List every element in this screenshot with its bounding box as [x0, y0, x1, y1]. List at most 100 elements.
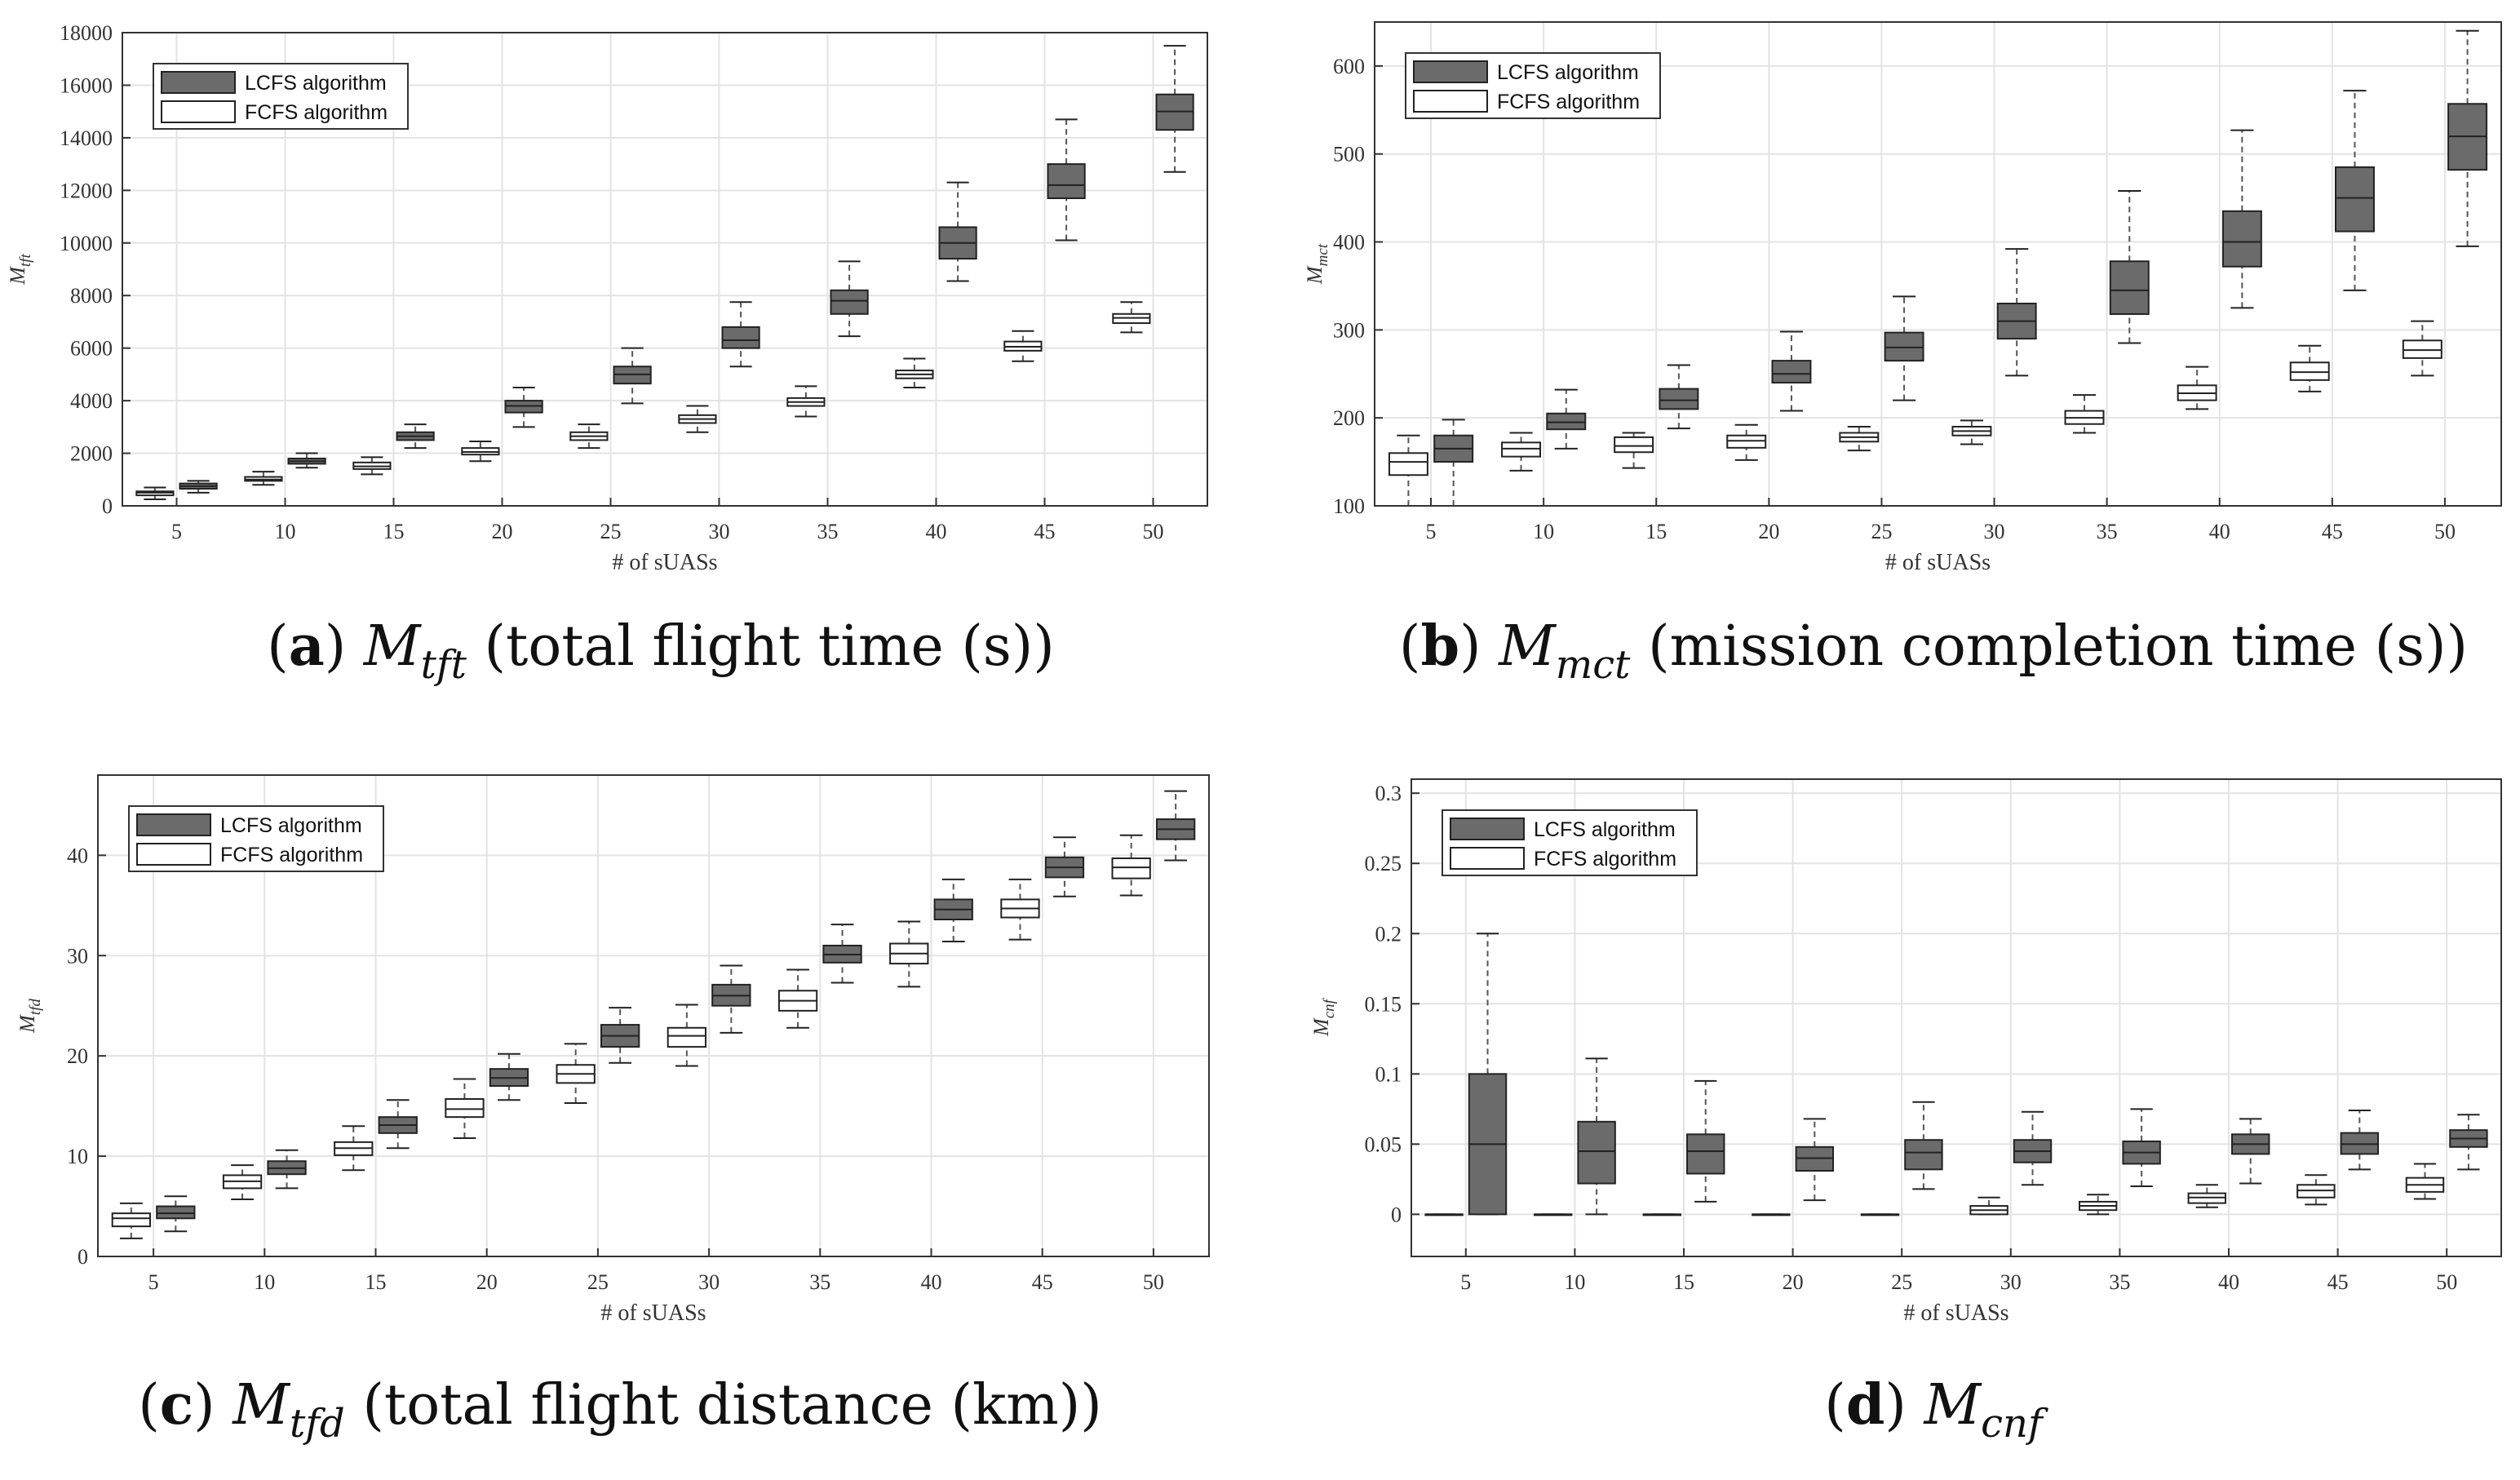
y-tick-label: 0.25: [1365, 852, 1402, 875]
caption-paren-close: ): [1459, 614, 1499, 679]
fcfs-box-20: [1726, 423, 1767, 461]
box-iqr: [1546, 412, 1587, 431]
y-axis-label-sub: cnf: [1321, 997, 1338, 1018]
box-iqr: [1659, 388, 1699, 410]
lcfs-box-50: [1155, 45, 1194, 173]
fcfs-box-10: [1501, 432, 1542, 472]
fcfs-box-5: [135, 486, 175, 500]
fcfs-box-15: [1642, 1213, 1681, 1216]
lcfs-box-30: [711, 964, 751, 1034]
x-tick-label: 20: [476, 1270, 498, 1294]
x-tick-label: 50: [1143, 1270, 1164, 1294]
subfigure-caption: (b) Mmct (mission completion time (s)): [1399, 614, 2468, 688]
box-iqr: [1686, 1133, 1725, 1175]
x-tick-label: 15: [1645, 520, 1667, 543]
legend-swatch-lcfs: [161, 71, 236, 94]
y-axis-label-base: M: [1309, 1017, 1333, 1037]
fcfs-box-25: [1860, 1213, 1900, 1216]
lcfs-box-20: [1795, 1118, 1835, 1202]
box-iqr: [667, 1026, 707, 1048]
lcfs-box-35: [830, 260, 869, 338]
x-tick-label: 30: [698, 1270, 720, 1294]
x-tick-label: 15: [383, 520, 405, 543]
y-tick-label: 0.1: [1375, 1062, 1402, 1086]
x-tick-label: 20: [492, 520, 513, 543]
box-iqr: [1111, 857, 1151, 880]
caption-paren-close: ): [1884, 1373, 1924, 1438]
subfigure-caption: (c) Mtfd (total flight distance (km)): [138, 1372, 1102, 1447]
caption-letter: c: [160, 1372, 193, 1438]
legend: LCFS algorithm FCFS algorithm: [1405, 52, 1661, 119]
y-tick-label: 0: [102, 494, 113, 518]
fcfs-box-25: [556, 1043, 596, 1104]
lcfs-box-25: [600, 1007, 640, 1064]
caption-letter: b: [1420, 614, 1459, 679]
caption-subscript: cnf: [1981, 1401, 2048, 1447]
legend-swatch-fcfs: [161, 100, 236, 123]
box-iqr: [2109, 260, 2150, 315]
lcfs-box-20: [489, 1052, 529, 1101]
x-tick-label: 10: [1564, 1270, 1585, 1294]
fcfs-box-25: [1839, 425, 1880, 452]
caption-symbol: M: [231, 1373, 291, 1438]
legend-label-fcfs: FCFS algorithm: [1497, 91, 1640, 113]
lcfs-box-30: [1996, 248, 2037, 377]
caption-paren-open: (: [267, 614, 289, 679]
x-tick-label: 30: [709, 520, 730, 543]
y-tick-label: 10: [67, 1145, 88, 1168]
x-tick-label: 30: [1984, 520, 2005, 543]
lcfs-box-10: [1577, 1057, 1616, 1216]
y-tick-label: 0.05: [1365, 1132, 1402, 1156]
lcfs-box-15: [1659, 364, 1699, 430]
x-tick-label: 25: [587, 1270, 609, 1294]
legend-swatch-lcfs: [1413, 60, 1488, 83]
y-axis-label-base: M: [1303, 265, 1326, 285]
legend-label-fcfs: FCFS algorithm: [220, 844, 363, 866]
y-tick-label: 20: [67, 1044, 88, 1068]
y-axis-label-base: M: [6, 266, 29, 286]
lcfs-box-50: [2449, 1114, 2488, 1171]
x-tick-label: 40: [2209, 520, 2230, 543]
box-iqr: [445, 1098, 485, 1119]
y-tick-label: 2000: [70, 442, 113, 466]
x-tick-label: 50: [2434, 520, 2456, 543]
fcfs-box-25: [569, 423, 609, 450]
y-tick-label: 300: [1333, 318, 1365, 342]
fcfs-box-40: [2177, 366, 2217, 410]
y-axis-label: Mtft: [6, 254, 34, 286]
y-tick-label: 0: [78, 1245, 88, 1269]
x-axis-label: # of sUASs: [1903, 1301, 2008, 1326]
caption-letter: d: [1846, 1372, 1885, 1438]
x-axis-label: # of sUASs: [600, 1301, 706, 1326]
caption-subscript: tft: [421, 642, 467, 688]
y-tick-label: 400: [1333, 231, 1365, 255]
caption-symbol: M: [1923, 1373, 1983, 1438]
caption-paren-close: ): [193, 1373, 233, 1438]
x-tick-label: 35: [2097, 520, 2118, 543]
x-tick-label: 50: [1143, 520, 1164, 543]
lcfs-box-5: [156, 1195, 196, 1233]
y-tick-label: 500: [1333, 143, 1365, 166]
y-tick-label: 6000: [70, 337, 113, 361]
legend-label-lcfs: LCFS algorithm: [245, 72, 387, 95]
fcfs-box-50: [2405, 1163, 2445, 1200]
box-iqr: [1388, 452, 1428, 476]
x-tick-label: 5: [148, 1270, 159, 1294]
lcfs-box-15: [1686, 1079, 1725, 1203]
box-iqr: [2402, 339, 2442, 359]
x-tick-label: 35: [809, 1270, 830, 1294]
fcfs-box-30: [667, 1004, 707, 1067]
fcfs-box-40: [895, 357, 934, 388]
axes-frame: [1411, 778, 2502, 1257]
box-iqr: [1726, 434, 1767, 449]
lcfs-box-45: [2334, 90, 2375, 291]
lcfs-box-5: [1468, 933, 1508, 1216]
panel-c: 0 10 20 30 40 5 10 15 20 25 30 35 40 45 50 LCFS algorit…: [16, 774, 1210, 1326]
caption-subscript: tfd: [290, 1401, 345, 1447]
caption-paren-open: (: [1399, 614, 1421, 679]
box-iqr: [111, 1212, 152, 1228]
y-tick-label: 0.2: [1375, 922, 1402, 946]
caption-text: (total flight time (s)): [467, 614, 1055, 679]
y-tick-label: 0.15: [1365, 992, 1402, 1016]
